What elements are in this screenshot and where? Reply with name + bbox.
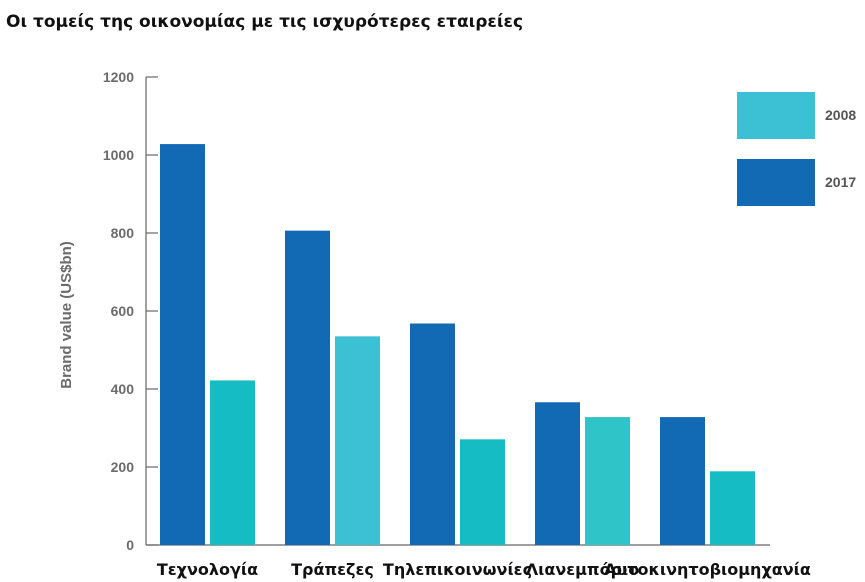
legend-label-2017: 2017 <box>825 174 856 190</box>
bars <box>160 144 755 545</box>
bar-2017 <box>410 323 455 545</box>
y-tick-label: 600 <box>111 303 135 319</box>
legend-swatch-2008 <box>737 92 815 139</box>
category-label: Λιανεμπόριο <box>526 560 640 579</box>
legend: 2008 2017 <box>737 92 856 206</box>
category-labels: Τεχνολογία Τράπεζες ΤηλεπικοινωνίεςΛιανεμπ… <box>157 560 811 579</box>
legend-label-2008: 2008 <box>825 107 856 123</box>
bar-2008 <box>335 336 380 545</box>
category-label: Τράπεζες <box>291 560 374 579</box>
y-tick-label: 0 <box>126 537 134 553</box>
y-tick-label: 1000 <box>103 147 134 163</box>
chart-title: Οι τομείς της οικονομίας με τις ισχυρότε… <box>6 12 524 32</box>
y-tick-label: 200 <box>111 459 135 475</box>
bar-2017 <box>285 230 330 545</box>
y-tick-label: 800 <box>111 225 135 241</box>
bar-2008 <box>210 380 255 545</box>
category-label: Αυτοκινητοβιομηχανία <box>604 560 811 579</box>
y-tick-label: 1200 <box>103 69 134 85</box>
bar-2017 <box>660 417 705 545</box>
category-label: Τηλεπικοινωνίες <box>383 560 532 579</box>
bar-2017 <box>160 144 205 545</box>
bar-2008 <box>585 417 630 545</box>
category-label: Τεχνολογία <box>157 560 258 579</box>
y-axis-label: Brand value (US$bn) <box>58 241 75 389</box>
bar-2008 <box>710 471 755 545</box>
legend-swatch-2017 <box>737 159 815 206</box>
y-axis: 0 200 400 600 800 1000 1200 <box>103 69 158 553</box>
bar-2008 <box>460 439 505 545</box>
bar-2017 <box>535 402 580 545</box>
y-tick-label: 400 <box>111 381 135 397</box>
